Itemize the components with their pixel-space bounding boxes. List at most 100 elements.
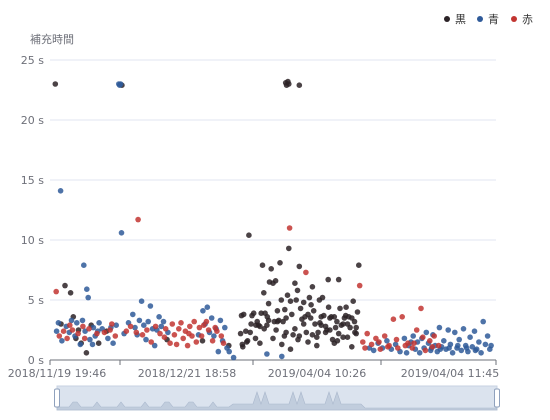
data-point[interactable]: [169, 321, 176, 327]
data-point[interactable]: [261, 290, 267, 296]
data-point[interactable]: [89, 341, 96, 348]
data-point[interactable]: [94, 330, 100, 337]
legend-item[interactable]: 黒: [444, 13, 466, 26]
data-point[interactable]: [476, 339, 482, 345]
data-point[interactable]: [278, 297, 285, 303]
data-point[interactable]: [105, 335, 111, 342]
data-point[interactable]: [312, 321, 318, 327]
data-point[interactable]: [67, 322, 73, 329]
data-point[interactable]: [314, 334, 320, 341]
data-point[interactable]: [274, 308, 281, 314]
legend-item[interactable]: 青: [477, 13, 499, 26]
data-point[interactable]: [332, 324, 339, 331]
data-point[interactable]: [344, 334, 351, 341]
data-point[interactable]: [160, 318, 167, 325]
data-point[interactable]: [243, 339, 250, 345]
data-point[interactable]: [127, 323, 134, 330]
data-point[interactable]: [204, 304, 211, 311]
data-point[interactable]: [286, 81, 292, 87]
data-point[interactable]: [81, 335, 88, 342]
data-point[interactable]: [62, 282, 68, 289]
data-point[interactable]: [118, 230, 125, 236]
data-point[interactable]: [411, 340, 417, 347]
data-point[interactable]: [246, 232, 252, 238]
data-point[interactable]: [300, 299, 307, 306]
data-point[interactable]: [68, 317, 75, 324]
data-point[interactable]: [335, 330, 342, 337]
data-point[interactable]: [467, 334, 473, 341]
data-point[interactable]: [376, 339, 382, 345]
data-point[interactable]: [272, 278, 279, 284]
data-point[interactable]: [205, 327, 212, 333]
data-point[interactable]: [384, 338, 390, 344]
data-point[interactable]: [220, 340, 227, 347]
data-point[interactable]: [83, 350, 90, 356]
data-point[interactable]: [463, 345, 470, 351]
data-point[interactable]: [101, 329, 108, 336]
data-point[interactable]: [351, 318, 358, 325]
data-point[interactable]: [77, 341, 84, 348]
data-point[interactable]: [297, 305, 304, 312]
data-point[interactable]: [449, 350, 456, 356]
data-point[interactable]: [279, 353, 285, 360]
data-point[interactable]: [455, 342, 461, 349]
data-point[interactable]: [283, 329, 289, 336]
zoom-handle-left[interactable]: [54, 388, 60, 408]
data-point[interactable]: [456, 336, 463, 343]
data-point[interactable]: [308, 302, 314, 308]
data-point[interactable]: [60, 328, 67, 335]
data-point[interactable]: [310, 308, 317, 314]
data-point[interactable]: [353, 324, 360, 331]
data-point[interactable]: [167, 340, 173, 347]
data-point[interactable]: [87, 336, 93, 343]
data-point[interactable]: [215, 348, 222, 355]
data-point[interactable]: [147, 303, 154, 309]
data-point[interactable]: [337, 305, 343, 312]
data-point[interactable]: [458, 347, 465, 354]
data-point[interactable]: [289, 311, 295, 318]
data-zoom-slider[interactable]: [54, 385, 500, 411]
data-point[interactable]: [393, 336, 400, 343]
legend[interactable]: 黒青赤: [444, 13, 533, 26]
data-point[interactable]: [296, 263, 303, 270]
data-point[interactable]: [123, 328, 130, 335]
data-point[interactable]: [81, 262, 87, 269]
data-point[interactable]: [390, 316, 397, 323]
data-point[interactable]: [211, 333, 217, 339]
data-point[interactable]: [309, 284, 316, 290]
data-point[interactable]: [171, 332, 178, 338]
data-point[interactable]: [117, 81, 124, 87]
data-point[interactable]: [354, 309, 361, 315]
data-point[interactable]: [258, 310, 265, 317]
data-point[interactable]: [446, 345, 452, 351]
data-point[interactable]: [252, 335, 259, 342]
data-point[interactable]: [193, 339, 200, 345]
data-point[interactable]: [418, 305, 424, 312]
data-point[interactable]: [292, 326, 298, 332]
data-point[interactable]: [209, 338, 216, 344]
data-point[interactable]: [431, 333, 438, 339]
data-point[interactable]: [264, 314, 271, 320]
data-point[interactable]: [303, 329, 310, 336]
data-point[interactable]: [259, 262, 266, 269]
data-point[interactable]: [287, 346, 294, 353]
data-point[interactable]: [158, 323, 165, 330]
data-point[interactable]: [410, 333, 417, 339]
data-point[interactable]: [86, 326, 92, 332]
data-point[interactable]: [350, 298, 357, 305]
data-point[interactable]: [110, 340, 116, 347]
data-point[interactable]: [200, 308, 206, 314]
data-point[interactable]: [222, 324, 228, 331]
data-point[interactable]: [327, 327, 333, 333]
data-point[interactable]: [75, 330, 81, 337]
data-point[interactable]: [364, 330, 371, 337]
data-point[interactable]: [180, 335, 186, 342]
data-point[interactable]: [52, 81, 59, 87]
data-point[interactable]: [286, 245, 292, 252]
data-point[interactable]: [296, 82, 303, 88]
data-point[interactable]: [401, 335, 408, 342]
data-point[interactable]: [286, 225, 293, 231]
data-point[interactable]: [79, 317, 86, 324]
data-point[interactable]: [309, 332, 316, 338]
data-point[interactable]: [130, 311, 136, 318]
